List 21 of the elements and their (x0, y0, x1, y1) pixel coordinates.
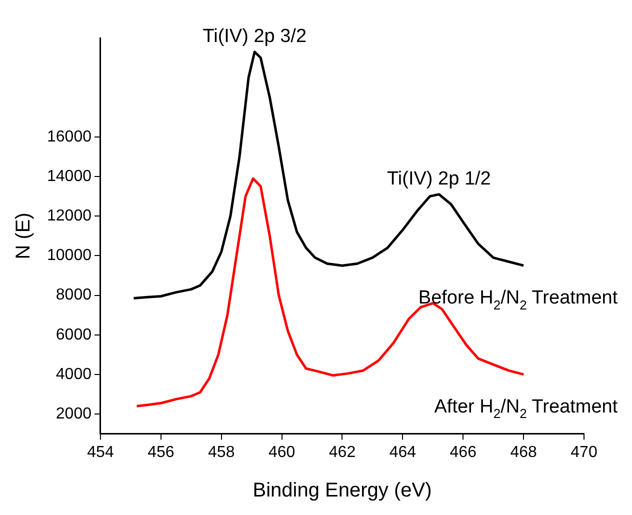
x-tick-label: 466 (450, 444, 477, 461)
y-tick-label: 10000 (46, 247, 92, 264)
y-tick-label: 12000 (46, 208, 92, 225)
y-tick-label: 2000 (56, 405, 92, 422)
x-tick-label: 460 (268, 444, 296, 461)
y-tick-label: 16000 (46, 128, 92, 146)
x-tick-label: 454 (87, 444, 114, 461)
x-tick-label: 458 (208, 444, 235, 461)
y-tick-label: 6000 (56, 326, 92, 344)
y-tick-label: 4000 (56, 366, 92, 383)
x-tick-label: 470 (570, 444, 598, 461)
x-tick-label: 456 (148, 444, 174, 461)
x-axis-title: Binding Energy (eV) (252, 480, 432, 502)
annotation: Ti(IV) 2p 1/2 (387, 168, 491, 190)
y-axis-title: N (E) (12, 212, 35, 260)
x-tick-label: 464 (389, 444, 416, 461)
x-tick-label: 468 (510, 444, 538, 461)
y-tick-label: 8000 (56, 286, 92, 304)
annotation: Ti(IV) 2p 3/2 (202, 26, 307, 47)
y-tick-label: 14000 (46, 168, 92, 185)
x-tick-label: 462 (328, 444, 356, 461)
